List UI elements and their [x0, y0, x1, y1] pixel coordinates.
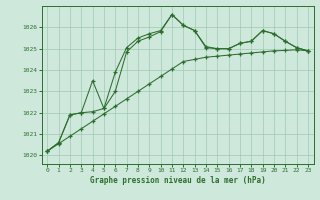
X-axis label: Graphe pression niveau de la mer (hPa): Graphe pression niveau de la mer (hPa) — [90, 176, 266, 185]
